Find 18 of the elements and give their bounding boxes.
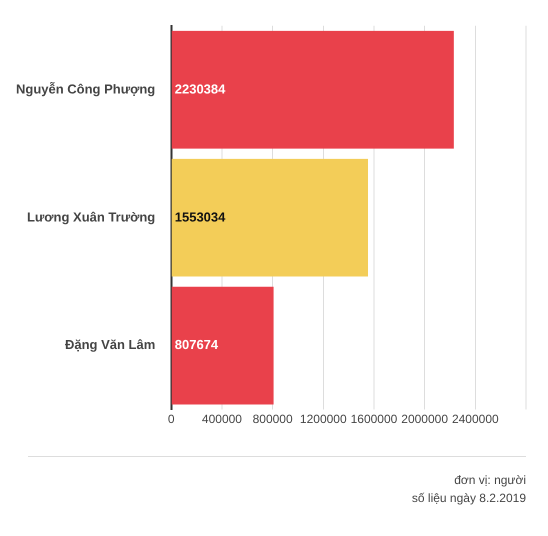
data-label: 807674 <box>174 337 219 352</box>
data-label: 2230384 <box>174 81 226 96</box>
x-tick-label: 1200000 <box>300 412 347 426</box>
x-tick-label: 800000 <box>252 412 293 426</box>
text: số liệu ngày 8.2.2019 <box>410 490 526 507</box>
text: đơn vị: người <box>453 472 526 489</box>
y-tick-label: Nguyễn Công Phượng <box>16 81 156 96</box>
x-tick-label: 400000 <box>202 412 242 426</box>
y-tick-label: Lương Xuân Trường <box>26 209 156 224</box>
x-tick-label: 2000000 <box>401 412 448 426</box>
data-label: 1553034 <box>174 209 226 224</box>
x-tick-label: 0 <box>168 412 175 426</box>
bar <box>172 158 368 277</box>
x-tick-label: 2400000 <box>452 412 500 426</box>
bar <box>172 286 274 404</box>
y-tick-label: Đặng Văn Lâm <box>64 337 156 352</box>
bar <box>172 30 454 149</box>
x-tick-label: 1600000 <box>350 412 398 426</box>
